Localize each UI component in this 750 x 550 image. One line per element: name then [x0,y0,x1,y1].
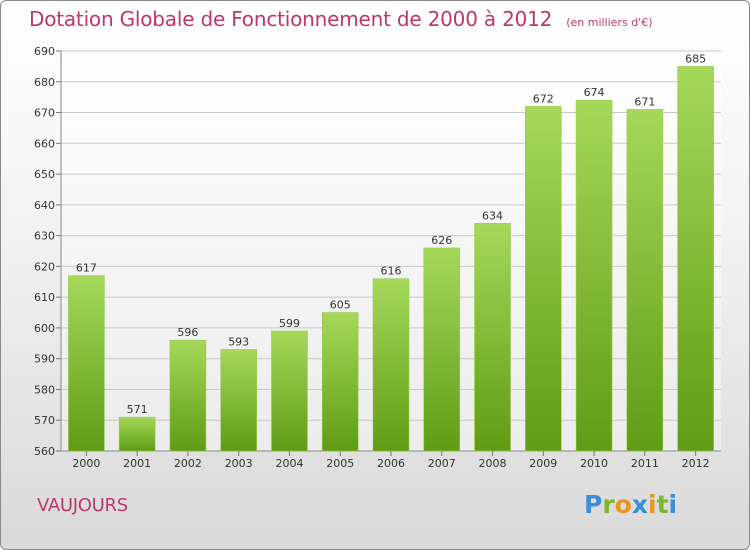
x-tick-label: 2012 [682,457,710,470]
logo-letter: i [668,490,678,519]
y-tick-label: 660 [34,137,55,150]
y-tick-label: 570 [34,414,55,427]
logo-letter: i [648,490,657,519]
x-tick-label: 2005 [326,457,354,470]
bar [169,339,207,452]
bar [525,106,562,452]
y-tick-label: 600 [34,322,55,335]
y-tick-label: 670 [34,107,55,120]
chart-title: Dotation Globale de Fonctionnement de 20… [29,7,652,31]
x-tick-label: 2003 [225,457,253,470]
data-label: 671 [634,95,655,108]
bar [68,275,105,452]
bar [474,223,511,452]
commune-name: VAUJOURS [37,495,128,516]
data-label: 674 [584,86,605,99]
y-tick-label: 680 [34,76,55,89]
data-label: 571 [127,403,148,416]
data-label: 596 [177,326,198,339]
x-tick-label: 2011 [631,457,659,470]
bar [372,278,410,452]
unit-label: (en milliers d'€) [566,16,653,29]
y-tick-label: 650 [34,168,55,181]
x-tick-label: 2000 [72,457,100,470]
x-tick-label: 2004 [275,457,303,470]
data-label: 593 [228,335,249,348]
x-tick-label: 2001 [123,457,151,470]
x-tick-label: 2010 [580,457,608,470]
bar [321,312,359,452]
chart-title-text: Dotation Globale de Fonctionnement de 20… [29,7,553,31]
data-label: 599 [279,317,300,330]
x-tick-label: 2006 [377,457,405,470]
y-tick-label: 590 [34,353,55,366]
bar [118,416,156,452]
bar [423,247,461,452]
bar [626,109,664,452]
y-tick-label: 620 [34,260,55,273]
logo-letter: t [656,490,669,519]
logo-letter: o [614,490,632,519]
y-tick-label: 630 [34,230,55,243]
y-tick-label: 610 [34,291,55,304]
logo-letter: r [602,490,615,519]
data-label: 626 [431,234,452,247]
y-tick-label: 580 [34,383,55,396]
logo-letter: P [584,490,603,519]
data-label: 605 [330,299,351,312]
x-tick-label: 2009 [529,457,557,470]
bar [677,66,714,452]
x-tick-label: 2007 [428,457,456,470]
bar [575,99,613,452]
proxiti-logo: Proxiti [584,490,677,519]
x-tick-label: 2008 [479,457,507,470]
data-label: 617 [76,262,97,275]
data-label: 634 [482,209,503,222]
x-tick-label: 2002 [174,457,202,470]
data-label: 616 [381,265,402,278]
data-label: 685 [685,52,706,65]
bar [271,330,308,452]
y-tick-label: 690 [34,45,55,58]
logo-letter: x [631,490,648,519]
y-tick-label: 560 [34,445,55,458]
y-tick-label: 640 [34,199,55,212]
bar [220,349,257,452]
data-label: 672 [533,92,554,105]
